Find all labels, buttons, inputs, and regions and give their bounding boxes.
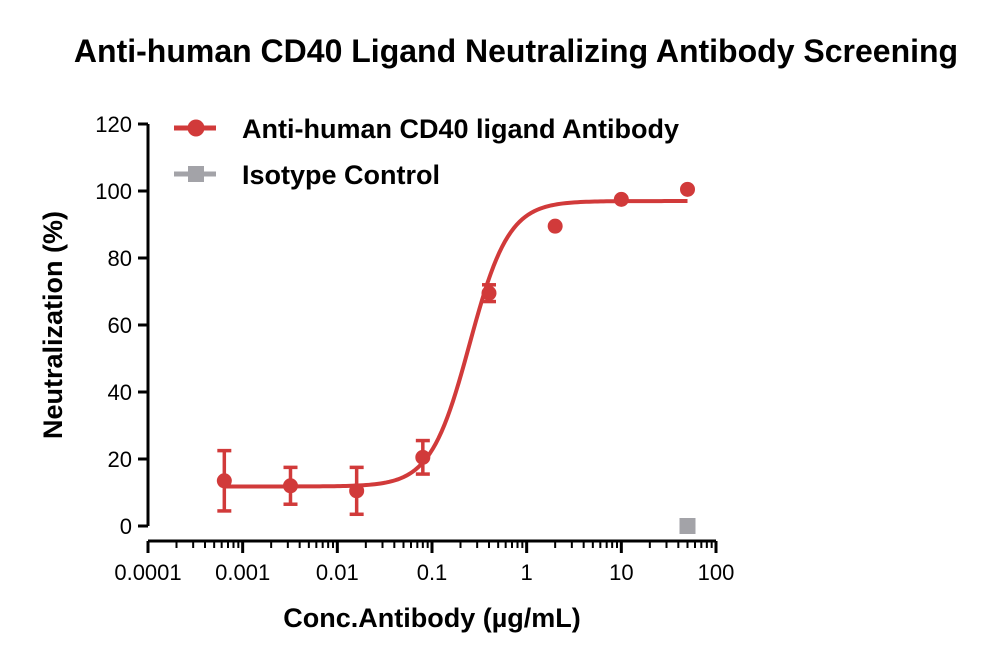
data-point: [481, 285, 497, 301]
x-tick-label: 100: [698, 560, 735, 585]
y-tick-label: 40: [108, 380, 132, 405]
y-tick-label: 0: [120, 514, 132, 539]
y-tick-label: 80: [108, 246, 132, 271]
x-tick-label: 0.01: [316, 560, 359, 585]
series-group: [679, 518, 696, 534]
legend-item: Isotype Control: [174, 160, 440, 190]
legend-label: Isotype Control: [242, 160, 440, 190]
y-tick-label: 20: [108, 447, 132, 472]
fit-curve: [224, 199, 688, 489]
legend-item: Anti-human CD40 ligand Antibody: [174, 114, 679, 144]
data-point: [282, 478, 298, 494]
data-point: [613, 191, 629, 207]
data-point: [415, 449, 431, 465]
x-axis: 0.0001 0.001 0.01 0.1 1 10 100 Conc.Antibody (…: [114, 539, 735, 633]
plot-area: [216, 181, 696, 534]
data-point: [679, 518, 696, 534]
x-axis-title: Conc.Antibody (µg/mL): [283, 603, 581, 633]
legend-label: Anti-human CD40 ligand Antibody: [242, 114, 679, 144]
series-group: [216, 181, 696, 517]
x-tick-label: 1: [521, 560, 533, 585]
legend-marker: [188, 166, 204, 182]
y-tick-label: 100: [95, 179, 132, 204]
data-point: [680, 181, 696, 197]
legend-marker: [187, 119, 205, 137]
y-axis: 0 20 40 60 80 100 120 Neutralization (%): [38, 112, 150, 539]
x-tick-label: 0.1: [417, 560, 448, 585]
data-point: [216, 473, 232, 489]
x-tick-label: 0.0001: [114, 560, 181, 585]
y-tick-label: 60: [108, 313, 132, 338]
data-point: [349, 483, 365, 499]
chart-title: Anti-human CD40 Ligand Neutralizing Anti…: [74, 33, 958, 69]
y-axis-title: Neutralization (%): [38, 211, 68, 439]
y-tick-label: 120: [95, 112, 132, 137]
legend: Anti-human CD40 ligand Antibody Isotype C…: [174, 114, 679, 190]
x-tick-label: 0.001: [215, 560, 270, 585]
x-tick-label: 10: [609, 560, 633, 585]
data-point: [547, 218, 563, 234]
